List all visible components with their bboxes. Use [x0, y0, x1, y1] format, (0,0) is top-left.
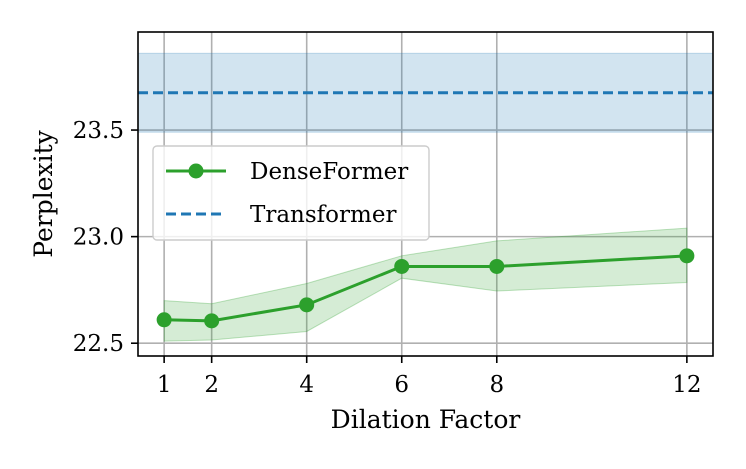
- denseformer-point-1: [156, 312, 172, 328]
- x-tick-label-4: 4: [299, 372, 314, 398]
- y-tick-label-23.0: 23.0: [73, 225, 124, 251]
- x-tick-label-12: 12: [672, 372, 701, 398]
- plot-frame: [137, 31, 714, 357]
- legend-denseformer-label: DenseFormer: [250, 159, 408, 185]
- denseformer-point-2: [204, 313, 220, 329]
- series-lines: [138, 91, 713, 323]
- series-markers: [156, 248, 695, 329]
- y-tick-label-23.5: 23.5: [73, 118, 124, 144]
- denseformer-point-8: [489, 258, 505, 274]
- x-tick-label-2: 2: [204, 372, 219, 398]
- y-axis-label: Perplexity: [29, 129, 58, 257]
- y-axis-ticks: 22.5 23.0 23.5: [73, 118, 138, 357]
- denseformer-point-6: [394, 258, 410, 274]
- denseformer-band: [163, 227, 688, 342]
- denseformer-line: [164, 254, 687, 323]
- x-axis-ticks: 1 2 4 6 8 12: [157, 356, 702, 398]
- denseformer-point-4: [299, 297, 315, 313]
- x-axis-label: Dilation Factor: [331, 405, 521, 434]
- x-tick-label-6: 6: [394, 372, 409, 398]
- denseformer-point-12: [679, 248, 695, 264]
- y-tick-label-22.5: 22.5: [73, 331, 124, 357]
- legend-denseformer-marker: [188, 163, 204, 179]
- x-tick-label-1: 1: [157, 372, 172, 398]
- legend: DenseFormer Transformer: [152, 145, 430, 241]
- grid: [138, 32, 713, 356]
- x-tick-label-8: 8: [489, 372, 504, 398]
- legend-transformer-label: Transformer: [250, 202, 396, 228]
